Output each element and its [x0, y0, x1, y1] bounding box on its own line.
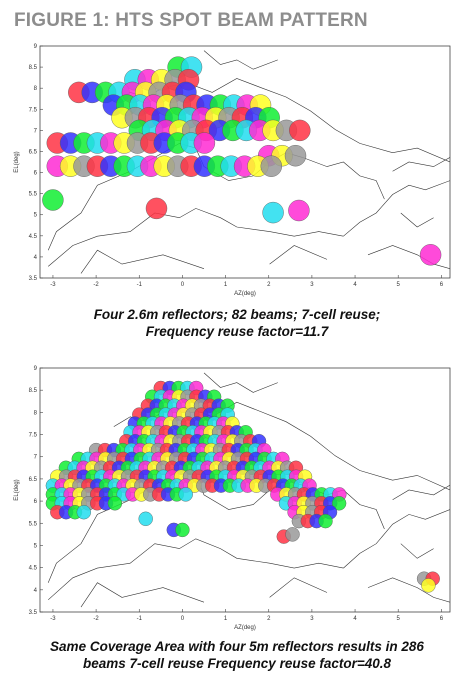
map-outline	[203, 372, 278, 393]
y-tick-label: 7.5	[29, 433, 38, 439]
caption-top: Four 2.6m reflectors; 82 beams; 7-cell r…	[0, 306, 474, 340]
map-outline	[269, 245, 328, 265]
map-outline	[343, 509, 450, 569]
map-outline	[48, 538, 344, 601]
y-tick-label: 8	[34, 86, 38, 92]
y-tick-label: 5.5	[29, 192, 38, 198]
beam-spot	[318, 513, 333, 529]
x-tick-label: 1	[224, 616, 228, 622]
y-tick-label: 6.5	[29, 477, 38, 483]
map-outline	[400, 543, 434, 559]
map-outline	[367, 577, 450, 603]
y-tick-label: 4	[34, 255, 38, 261]
y-tick-label: 8.5	[29, 388, 38, 394]
y-tick-label: 6	[34, 171, 38, 177]
beam-spot	[421, 578, 436, 593]
beam-spot	[288, 199, 310, 222]
beam-plot-bottom: -3 -2 -1 0 1 2 3 4 5 6 3.5 4 4.5 5 5.5 6 6.5 7 7.5 8 8.5 9 AZ(…	[14, 366, 451, 631]
x-tick-label: 6	[440, 616, 444, 622]
y-tick-label: 3.5	[29, 276, 38, 282]
beam-layer	[42, 56, 442, 266]
y-tick-label: 6.5	[29, 149, 38, 155]
beam-spot	[145, 197, 168, 220]
x-tick-label: -1	[137, 616, 143, 622]
y-tick-label: 3.5	[29, 610, 38, 616]
beam-layer	[45, 380, 440, 593]
x-axis-label: AZ(deg)	[234, 625, 256, 631]
x-tick-label: 0	[181, 282, 185, 288]
caption-bottom-line-1: Same Coverage Area with four 5m reflecto…	[50, 639, 424, 654]
beam-spot	[138, 511, 153, 527]
beam-spot	[76, 504, 92, 520]
y-tick-label: 9	[34, 44, 38, 50]
x-tick-label: 5	[397, 282, 401, 288]
y-tick-label: 6	[34, 499, 38, 505]
caption-bottom-line-2: beams 7-cell reuse Frequency reuse facto…	[82, 656, 392, 671]
beam-spot	[175, 522, 190, 538]
x-tick-label: -2	[93, 282, 99, 288]
x-tick-label: 5	[397, 616, 401, 622]
map-outline	[80, 582, 205, 608]
beam-spot	[284, 144, 307, 167]
y-tick-label: 5	[34, 213, 38, 219]
beam-spot	[419, 244, 442, 266]
y-tick-label: 7	[34, 128, 38, 134]
x-tick-label: 6	[440, 282, 444, 288]
beam-plot-top: -3 -2 -1 0 1 2 3 4 5 6 3.5 4 4.5 5 5.5 6 6.5 7 7.5 8 8.5 9 AZ(…	[14, 44, 451, 297]
x-tick-label: -2	[93, 616, 99, 622]
y-tick-label: 8	[34, 410, 38, 416]
beam-spot	[42, 189, 64, 211]
map-outline	[367, 245, 450, 269]
y-tick-label: 5	[34, 543, 38, 549]
beam-spot	[262, 201, 284, 224]
caption-top-line-1: Four 2.6m reflectors; 82 beams; 7-cell r…	[93, 307, 381, 322]
x-tick-label: 4	[353, 616, 357, 622]
y-tick-label: 5.5	[29, 521, 38, 527]
beam-spot	[331, 496, 347, 511]
y-tick-label: 4.5	[29, 234, 38, 240]
figure-title: FIGURE 1: HTS SPOT BEAM PATTERN	[14, 10, 368, 31]
x-tick-label: 3	[310, 616, 314, 622]
map-outline	[392, 484, 450, 501]
beam-spot	[178, 487, 193, 502]
beam-spot	[107, 496, 123, 511]
beam-spot	[285, 527, 300, 542]
map-outline	[80, 249, 205, 274]
y-tick-label: 4	[34, 588, 38, 594]
map-outline	[269, 577, 328, 598]
x-tick-label: 2	[267, 616, 271, 622]
x-tick-label: 1	[224, 282, 228, 288]
y-tick-label: 8.5	[29, 65, 38, 71]
y-tick-label: 9	[34, 366, 38, 372]
caption-bottom: Same Coverage Area with four 5m reflecto…	[0, 638, 474, 672]
y-tick-label: 7.5	[29, 107, 38, 113]
x-tick-label: -1	[137, 282, 143, 288]
map-outline	[203, 50, 278, 70]
map-outline	[343, 180, 450, 237]
x-tick-label: 4	[353, 282, 357, 288]
y-axis-label: EL(deg)	[14, 479, 20, 500]
caption-top-line-2: Frequency reuse factor=11.7	[145, 324, 329, 339]
map-outline	[392, 157, 450, 172]
x-tick-label: 0	[181, 616, 185, 622]
beam-spot	[289, 119, 311, 142]
map-outline	[48, 208, 344, 267]
y-tick-label: 7	[34, 455, 38, 461]
x-axis-label: AZ(deg)	[234, 291, 256, 297]
y-tick-label: 4.5	[29, 566, 38, 572]
y-axis-label: EL(deg)	[14, 151, 20, 172]
x-tick-label: -3	[50, 616, 56, 622]
x-tick-label: -3	[50, 282, 56, 288]
beam-spot	[193, 132, 216, 154]
x-tick-label: 3	[310, 282, 314, 288]
beam-spot	[260, 155, 282, 177]
x-tick-label: 2	[267, 282, 271, 288]
map-outline	[400, 212, 434, 228]
